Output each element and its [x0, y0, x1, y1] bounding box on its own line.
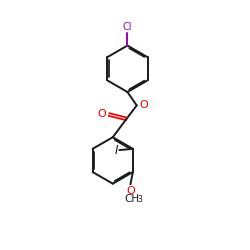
Text: Cl: Cl [123, 22, 132, 32]
Text: 3: 3 [137, 195, 142, 204]
Text: I: I [115, 144, 118, 156]
Text: O: O [140, 100, 148, 110]
Text: CH: CH [124, 194, 139, 203]
Text: O: O [98, 109, 106, 119]
Text: O: O [126, 186, 135, 196]
